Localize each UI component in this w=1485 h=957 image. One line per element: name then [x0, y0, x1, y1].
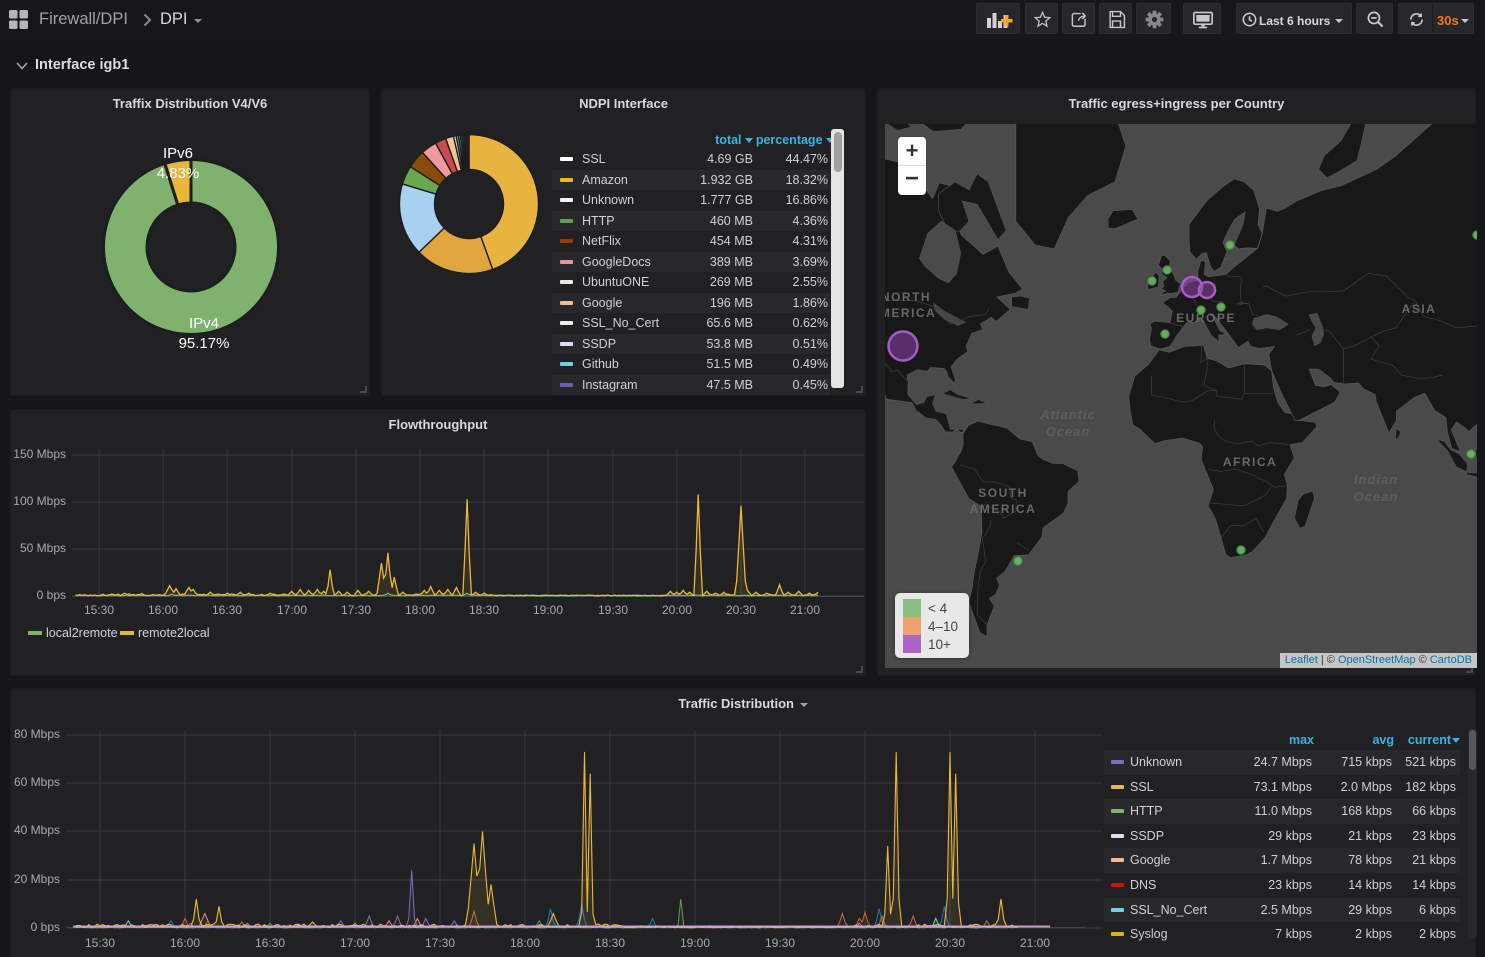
svg-text:Atlantic: Atlantic — [1039, 407, 1096, 422]
svg-text:AFRICA: AFRICA — [1223, 455, 1277, 469]
svg-text:95.17%: 95.17% — [179, 335, 230, 352]
svg-text:Ocean: Ocean — [1354, 489, 1399, 504]
svg-text:NORTH: NORTH — [885, 290, 931, 304]
svg-text:Ocean: Ocean — [1046, 424, 1091, 439]
svg-text:IPv4: IPv4 — [189, 315, 219, 332]
svg-text:ASIA: ASIA — [1402, 302, 1437, 316]
svg-text:Indian: Indian — [1354, 472, 1398, 487]
svg-text:IPv6: IPv6 — [163, 145, 193, 162]
svg-text:EUROPE: EUROPE — [1176, 311, 1236, 325]
svg-text:4.83%: 4.83% — [157, 165, 200, 182]
svg-text:AMERICA: AMERICA — [970, 502, 1037, 516]
svg-text:SOUTH: SOUTH — [978, 486, 1028, 500]
svg-text:AMERICA: AMERICA — [885, 306, 936, 320]
